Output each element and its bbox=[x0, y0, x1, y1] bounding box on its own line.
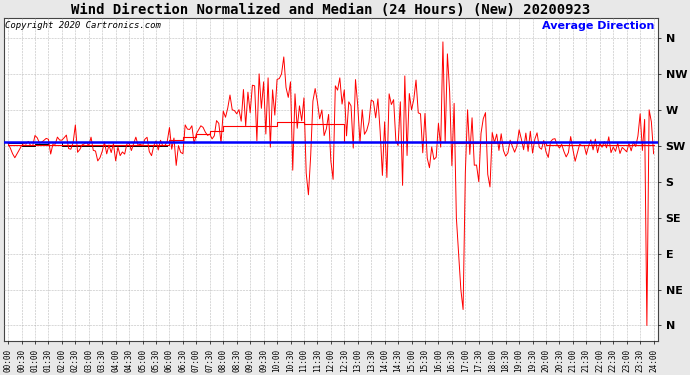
Title: Wind Direction Normalized and Median (24 Hours) (New) 20200923: Wind Direction Normalized and Median (24… bbox=[71, 3, 591, 17]
Text: Copyright 2020 Cartronics.com: Copyright 2020 Cartronics.com bbox=[5, 21, 161, 30]
Text: Average Direction: Average Direction bbox=[542, 21, 655, 31]
